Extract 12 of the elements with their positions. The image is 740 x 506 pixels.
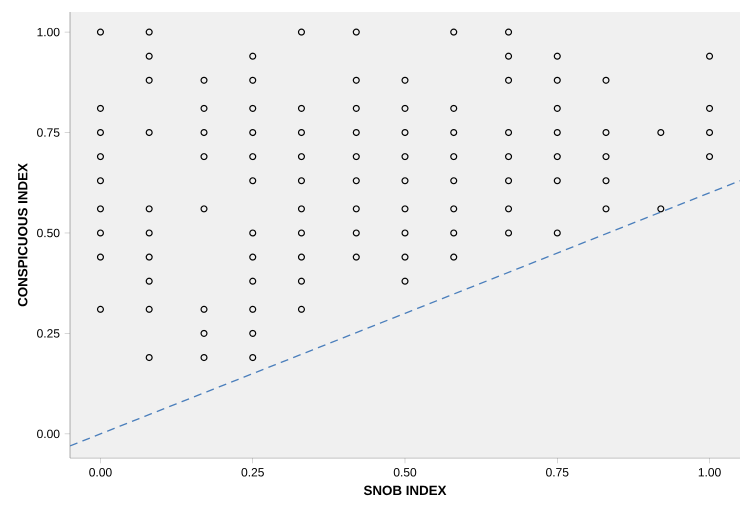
x-tick-label: 0.00 <box>89 468 112 477</box>
x-tick-label: 0.50 <box>394 468 416 477</box>
y-tick-label: 0.75 <box>37 128 60 137</box>
y-tick-label: 0.50 <box>37 228 60 238</box>
x-axis-title: SNOB INDEX <box>364 486 446 496</box>
y-tick-label: 1.00 <box>38 28 60 36</box>
y-tick-label: 0.00 <box>37 430 60 438</box>
x-tick-label: 0.75 <box>546 468 568 477</box>
x-tick-label: 0.25 <box>242 468 264 477</box>
y-tick-label: 0.25 <box>37 329 60 338</box>
y-axis-title: CONSPICUOUS INDEX <box>18 163 28 306</box>
x-tick-label: 1.00 <box>698 468 721 477</box>
